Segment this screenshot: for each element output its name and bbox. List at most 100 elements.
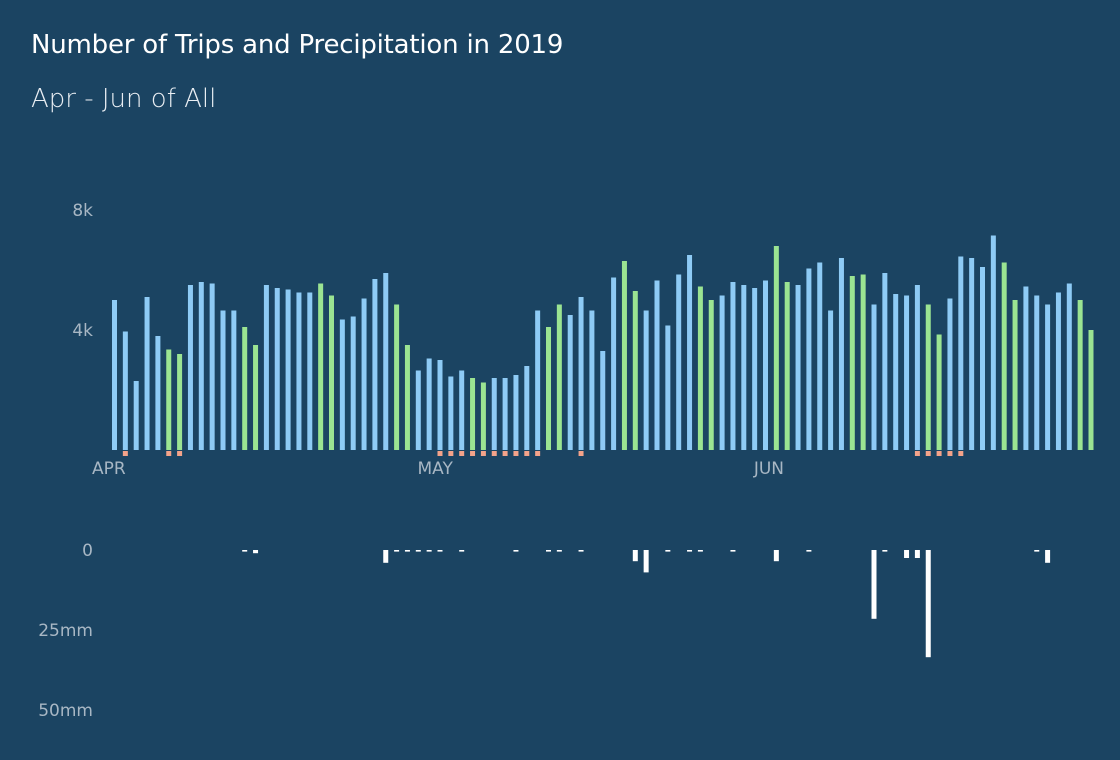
weekday-trip-bar — [133, 381, 139, 450]
weekend-trip-bar — [480, 382, 486, 450]
weekday-trip-bar — [524, 366, 530, 450]
weekday-trip-bar — [209, 283, 215, 450]
weekend-trip-bar — [936, 334, 942, 450]
precip-bar — [415, 550, 421, 552]
weekday-trip-bar — [741, 285, 747, 450]
precip-bar — [632, 550, 638, 562]
day-marker — [177, 451, 183, 456]
weekday-trip-bar — [231, 310, 237, 450]
weekday-trip-bar — [1023, 286, 1029, 450]
precip-bar — [687, 550, 693, 552]
precip-bar — [578, 550, 584, 552]
day-marker — [166, 451, 172, 456]
weekday-trip-bar — [187, 285, 193, 450]
precip-y-tick-label: 50mm — [38, 701, 93, 721]
weekday-trip-bar — [437, 360, 443, 450]
precip-bar — [437, 550, 443, 552]
weekday-trip-bar — [838, 258, 844, 450]
precip-y-tick-label: 25mm — [38, 621, 93, 641]
weekday-trip-bar — [871, 304, 877, 450]
weekday-trip-bar — [285, 289, 291, 450]
precip-bar — [546, 550, 551, 552]
weekend-trip-bar — [242, 327, 248, 450]
weekend-trip-bar — [632, 291, 638, 450]
weekday-trip-bar — [600, 351, 606, 450]
weekday-trip-bar — [806, 268, 812, 450]
weekend-trip-bar — [253, 345, 259, 450]
day-marker — [947, 451, 953, 456]
month-label: APR — [92, 459, 126, 479]
weekend-trip-bar — [470, 378, 476, 450]
month-label: MAY — [418, 459, 454, 479]
weekday-trip-bar — [730, 282, 736, 450]
month-label: JUN — [753, 459, 784, 479]
weekday-trip-bar — [415, 370, 421, 450]
weekday-trip-bar — [882, 273, 888, 450]
precip-bar — [513, 550, 519, 552]
day-marker — [925, 451, 931, 456]
weekday-trip-bar — [763, 280, 768, 450]
chart-subtitle: Apr - Jun of All — [31, 84, 217, 114]
precip-bar — [773, 550, 779, 562]
day-marker — [958, 451, 964, 456]
weekday-trip-bar — [611, 277, 617, 450]
weekday-trip-bar — [958, 256, 964, 450]
precip-bar — [904, 550, 910, 558]
precip-bar — [404, 550, 410, 552]
day-marker — [578, 451, 584, 456]
weekend-trip-bar — [697, 286, 703, 450]
weekday-trip-bar — [1034, 295, 1040, 450]
weekday-trip-bar — [904, 295, 910, 450]
weekday-trip-bar — [144, 297, 150, 450]
weekday-trip-bar — [459, 370, 465, 450]
day-marker — [524, 451, 530, 456]
day-marker — [437, 451, 443, 456]
day-marker — [448, 451, 454, 456]
precip-bar — [665, 550, 671, 552]
weekday-trip-bar — [914, 285, 920, 450]
weekday-trip-bar — [795, 285, 801, 450]
weekday-trip-bar — [828, 310, 834, 450]
weekend-trip-bar — [329, 295, 334, 450]
weekday-trip-bar — [198, 282, 204, 450]
trips-y-tick-label: 8k — [72, 201, 93, 221]
weekend-trip-bar — [1012, 300, 1018, 450]
weekday-trip-bar — [589, 310, 595, 450]
weekend-trip-bar — [318, 283, 324, 450]
precip-bar — [697, 550, 703, 552]
weekday-trip-bar — [1045, 304, 1051, 450]
weekday-trip-bar — [274, 288, 280, 450]
weekday-trip-bar — [448, 376, 454, 450]
weekend-trip-bar — [1077, 300, 1083, 450]
weekday-trip-bar — [687, 255, 693, 450]
weekday-trip-bar — [296, 292, 302, 450]
precip-bar — [925, 550, 931, 658]
day-marker — [535, 451, 541, 456]
trips-y-tick-label: 4k — [72, 321, 93, 341]
precip-bar — [882, 550, 888, 552]
weekend-trip-bar — [925, 304, 931, 450]
weekend-trip-bar — [708, 300, 714, 450]
weekday-trip-bar — [263, 285, 269, 450]
weekday-trip-bar — [220, 310, 226, 450]
day-marker — [470, 451, 476, 456]
weekday-trip-bar — [122, 331, 128, 450]
weekday-trip-bar — [969, 258, 975, 450]
weekend-trip-bar — [394, 304, 400, 450]
weekday-trip-bar — [1055, 292, 1061, 450]
weekend-trip-bar — [621, 261, 627, 450]
weekday-trip-bar — [990, 235, 996, 450]
day-marker — [914, 451, 920, 456]
weekday-trip-bar — [654, 280, 660, 450]
precip-bar — [394, 550, 400, 552]
weekday-trip-bar — [947, 298, 953, 450]
weekend-trip-bar — [1001, 262, 1007, 450]
weekday-trip-bar — [155, 336, 161, 450]
weekday-trip-bar — [643, 310, 649, 450]
day-marker — [936, 451, 942, 456]
precip-bar — [242, 550, 248, 552]
day-marker — [491, 451, 497, 456]
precip-bar — [459, 550, 465, 552]
weekday-trip-bar — [426, 358, 432, 450]
